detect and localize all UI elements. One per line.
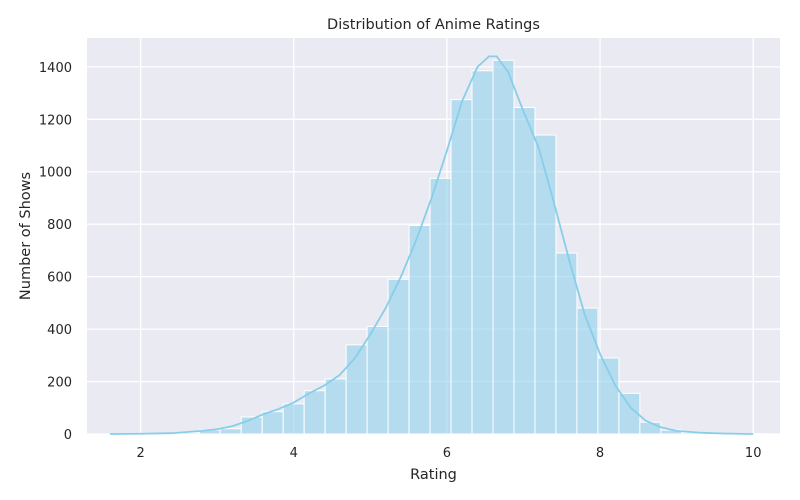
x-tick-label: 2 <box>136 446 144 461</box>
histogram-bar <box>303 390 326 435</box>
x-tick-label: 4 <box>290 446 298 461</box>
x-tick-label: 10 <box>745 446 762 461</box>
kde-curve <box>109 55 754 435</box>
histogram-bar <box>282 403 305 435</box>
histogram-bar <box>450 99 473 435</box>
histogram-bar <box>576 307 599 435</box>
histogram-bar <box>618 392 641 435</box>
x-tick-label: 6 <box>443 446 451 461</box>
histogram-bar <box>261 411 284 435</box>
histogram-bars <box>114 59 767 435</box>
chart-title: Distribution of Anime Ratings <box>327 17 540 33</box>
y-tick-label: 1200 <box>39 113 72 128</box>
y-tick-label: 0 <box>64 428 72 443</box>
histogram-bar <box>366 325 389 435</box>
histogram-bar <box>219 428 242 435</box>
histogram-bar <box>639 421 662 435</box>
histogram-bar <box>324 378 347 435</box>
histogram-bar <box>429 177 452 435</box>
histogram-bar <box>345 344 368 435</box>
x-tick-label: 8 <box>596 446 604 461</box>
y-tick-label: 400 <box>47 323 72 338</box>
tick-labels: 2 4 6 8 10 0 200 400 600 800 1000 1200 1400 <box>39 61 762 461</box>
y-tick-label: 200 <box>47 376 72 391</box>
histogram-bar <box>387 278 410 435</box>
histogram-bar <box>471 70 494 435</box>
histogram-bar <box>513 106 536 435</box>
y-tick-label: 1400 <box>39 61 72 76</box>
y-tick-label: 1000 <box>39 166 72 181</box>
histogram-bar <box>534 134 557 435</box>
histogram-bar <box>492 59 515 435</box>
y-tick-label: 600 <box>47 271 72 286</box>
x-axis-title: Rating <box>410 467 457 483</box>
histogram-bar <box>555 252 578 435</box>
histogram-bar <box>408 225 431 435</box>
y-tick-label: 800 <box>47 218 72 233</box>
y-axis-title: Number of Shows <box>18 172 34 300</box>
